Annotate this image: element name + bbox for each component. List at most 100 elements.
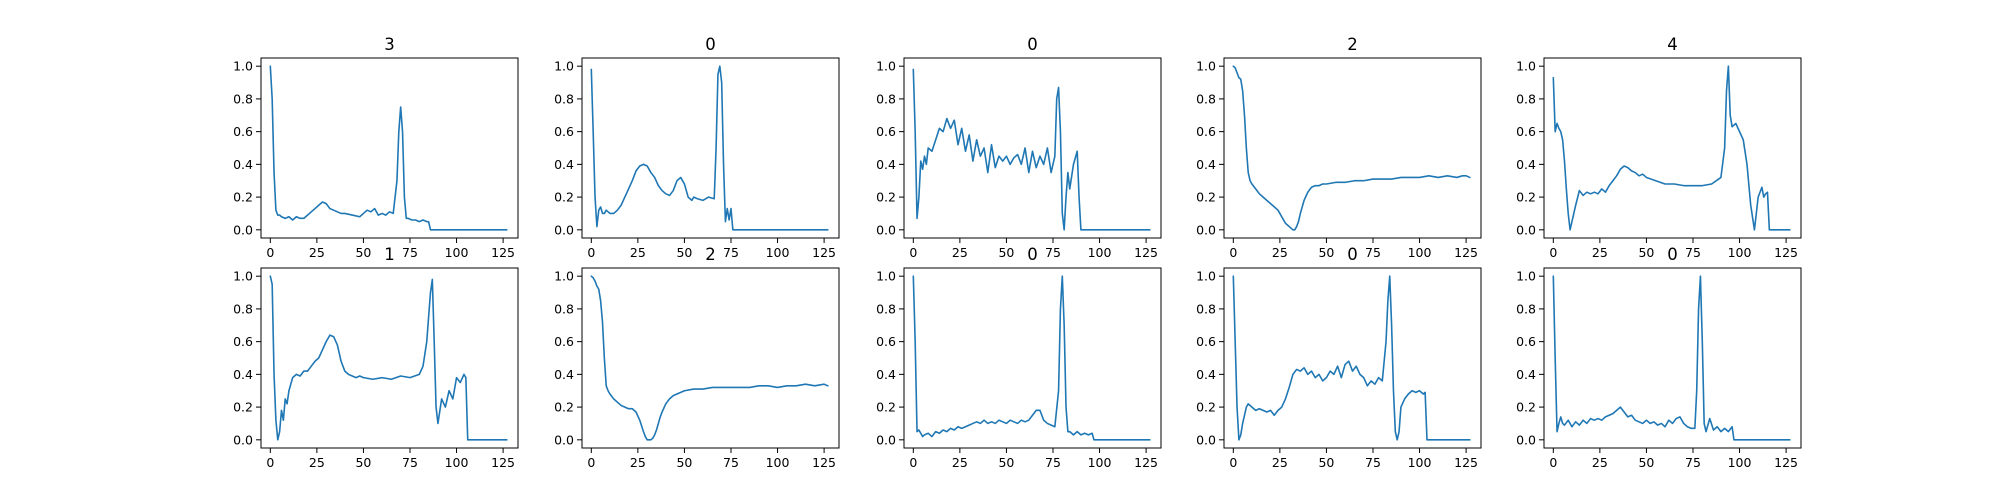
x-tick-label: 75 (723, 455, 739, 470)
subplot-title: 0 (1027, 245, 1038, 264)
y-tick-label: 1.0 (233, 269, 253, 284)
y-tick-label: 0.6 (1516, 334, 1536, 349)
y-tick-label: 0.8 (554, 91, 574, 106)
y-tick-label: 1.0 (554, 269, 574, 284)
x-tick-label: 0 (1549, 455, 1557, 470)
x-tick-label: 100 (445, 245, 469, 260)
x-tick-label: 100 (445, 455, 469, 470)
axes-frame (260, 57, 519, 239)
x-tick-label: 0 (1549, 245, 1557, 260)
subplot-title: 0 (705, 35, 716, 54)
x-tick-label: 0 (266, 245, 274, 260)
y-tick-label: 0.4 (1516, 157, 1536, 172)
axes-frame (260, 267, 519, 449)
x-tick-label: 0 (1229, 455, 1237, 470)
y-tick-label: 0.8 (1516, 301, 1536, 316)
y-tick-label: 0.6 (1196, 334, 1216, 349)
y-tick-label: 0.0 (233, 432, 253, 447)
y-tick-label: 0.2 (554, 400, 574, 415)
subplot-title: 1 (384, 245, 395, 264)
y-tick-label: 0.8 (1196, 301, 1216, 316)
x-tick-label: 125 (1774, 245, 1798, 260)
subplot-2: 0 0 25 50 75 100 125 0.0 0.2 0.4 0.6 0.8 1.0 (554, 35, 840, 260)
y-tick-label: 0.6 (1196, 124, 1216, 139)
x-tick-label: 125 (1134, 245, 1158, 260)
x-tick-label: 25 (1592, 245, 1608, 260)
y-tick-label: 0.0 (554, 222, 574, 237)
x-tick-label: 100 (766, 455, 790, 470)
y-tick-label: 0.2 (554, 190, 574, 205)
subplot-title: 0 (1347, 245, 1358, 264)
y-tick-label: 0.4 (876, 157, 896, 172)
x-tick-label: 50 (998, 455, 1014, 470)
x-tick-label: 125 (812, 245, 836, 260)
y-tick-label: 0.4 (554, 367, 574, 382)
y-tick-label: 1.0 (1196, 59, 1216, 74)
y-tick-label: 0.8 (876, 301, 896, 316)
axes-frame (581, 267, 840, 449)
series-line (590, 65, 829, 231)
subplot-title: 2 (1347, 35, 1358, 54)
series-line (912, 68, 1151, 231)
y-tick-label: 0.8 (1196, 91, 1216, 106)
y-tick-label: 0.0 (233, 222, 253, 237)
x-tick-label: 75 (402, 245, 418, 260)
subplot-title: 0 (1027, 35, 1038, 54)
y-tick-label: 0.8 (876, 91, 896, 106)
x-tick-label: 75 (1045, 245, 1061, 260)
y-tick-label: 0.2 (876, 400, 896, 415)
axes-frame (903, 57, 1162, 239)
axes-frame (1543, 267, 1802, 449)
series-line (269, 275, 508, 441)
x-tick-label: 25 (952, 245, 968, 260)
subplot-title: 0 (1667, 245, 1678, 264)
x-tick-label: 50 (676, 245, 692, 260)
series-line (1232, 275, 1471, 441)
x-tick-label: 50 (676, 455, 692, 470)
y-tick-label: 0.2 (1516, 190, 1536, 205)
axes-frame (1223, 267, 1482, 449)
x-tick-label: 25 (952, 455, 968, 470)
y-tick-label: 0.8 (233, 301, 253, 316)
x-tick-label: 75 (402, 455, 418, 470)
y-tick-label: 1.0 (1196, 269, 1216, 284)
x-tick-label: 50 (1318, 245, 1334, 260)
subplot-10: 0 0 25 50 75 100 125 0.0 0.2 0.4 0.6 0.8 1.0 (1516, 245, 1802, 470)
y-tick-label: 0.6 (876, 334, 896, 349)
subplot-7: 2 0 25 50 75 100 125 0.0 0.2 0.4 0.6 0.8 1.0 (554, 245, 840, 470)
series-line (912, 275, 1151, 441)
x-tick-label: 125 (491, 455, 515, 470)
x-tick-label: 125 (812, 455, 836, 470)
x-tick-label: 75 (1365, 245, 1381, 260)
x-tick-label: 50 (998, 245, 1014, 260)
y-tick-label: 1.0 (233, 59, 253, 74)
axes-frame (581, 57, 840, 239)
subplot-9: 0 0 25 50 75 100 125 0.0 0.2 0.4 0.6 0.8 1.0 (1196, 245, 1482, 470)
x-tick-label: 25 (309, 455, 325, 470)
x-tick-label: 0 (1229, 245, 1237, 260)
y-tick-label: 0.0 (876, 432, 896, 447)
x-tick-label: 0 (587, 455, 595, 470)
y-tick-label: 0.0 (876, 222, 896, 237)
x-tick-label: 25 (630, 245, 646, 260)
x-tick-label: 125 (1134, 455, 1158, 470)
y-tick-label: 0.4 (1196, 367, 1216, 382)
y-tick-label: 1.0 (1516, 59, 1536, 74)
y-tick-label: 0.4 (876, 367, 896, 382)
x-tick-label: 25 (1272, 455, 1288, 470)
x-tick-label: 50 (355, 455, 371, 470)
x-tick-label: 75 (723, 245, 739, 260)
x-tick-label: 0 (587, 245, 595, 260)
y-tick-label: 0.2 (233, 190, 253, 205)
x-tick-label: 0 (909, 245, 917, 260)
x-tick-label: 75 (1365, 455, 1381, 470)
y-tick-label: 0.2 (1516, 400, 1536, 415)
x-tick-label: 125 (491, 245, 515, 260)
x-tick-label: 25 (630, 455, 646, 470)
x-tick-label: 125 (1454, 245, 1478, 260)
y-tick-label: 0.6 (554, 334, 574, 349)
y-tick-label: 0.6 (233, 124, 253, 139)
y-tick-label: 0.0 (554, 432, 574, 447)
x-tick-label: 75 (1045, 455, 1061, 470)
axes-frame (1543, 57, 1802, 239)
